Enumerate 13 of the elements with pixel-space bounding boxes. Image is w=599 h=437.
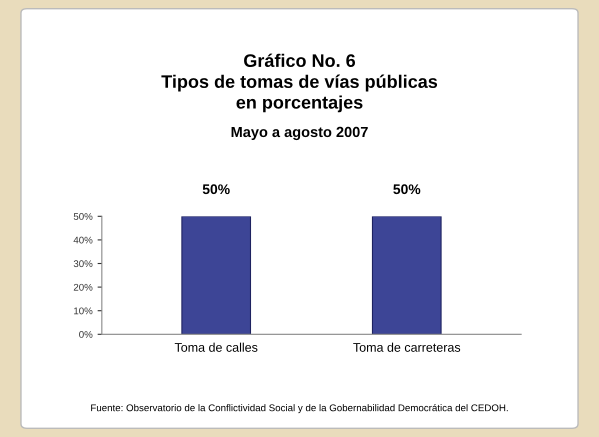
y-tick-label: 20% bbox=[74, 284, 92, 291]
y-tick-label: 0% bbox=[79, 331, 92, 338]
chart-subtitle: Mayo a agosto 2007 bbox=[232, 126, 368, 140]
x-tick-label: Toma de carreteras bbox=[353, 342, 460, 352]
y-tick-label: 10% bbox=[74, 307, 92, 314]
y-tick-label: 30% bbox=[74, 260, 92, 268]
source-note: Fuente: Observatorio de la Conflictividad Social y de la Gobernabilidad Democrática del CEDOH. bbox=[91, 404, 508, 414]
chart-title: Gráfico No. 6 Tipos de tomas de vías públicas en porcentajes bbox=[161, 54, 438, 112]
x-tick-label: Toma de calles bbox=[174, 342, 258, 352]
data-label: 50% bbox=[393, 184, 420, 194]
data-label: 50% bbox=[202, 184, 230, 194]
y-tick-label: 40% bbox=[74, 236, 92, 244]
y-tick-label: 50% bbox=[74, 213, 92, 220]
